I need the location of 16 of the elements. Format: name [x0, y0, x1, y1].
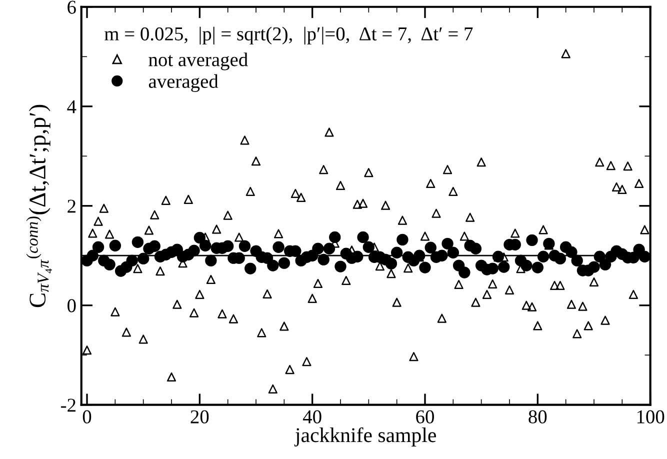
legend-label: averaged — [148, 74, 218, 92]
y-tick-label: 0 — [68, 299, 76, 312]
x-axis-title: jackknife sample — [294, 427, 436, 446]
x-tick-label: 20 — [190, 410, 209, 424]
y-tick-label: -2 — [61, 398, 76, 412]
x-tick-label: 40 — [302, 410, 322, 424]
y-tick-label: 6 — [68, 0, 76, 14]
y-tick-label: 2 — [68, 200, 76, 213]
legend-label: not averaged — [148, 52, 248, 70]
x-tick-label: 60 — [416, 410, 434, 424]
x-tick-label: 0 — [82, 410, 92, 424]
y-axis-title: C$_{πV₄π}$$^{(conn)}$(Δt,Δt′;p,p′) — [26, 104, 52, 308]
annotation: m = 0.025, |p| = sqrt(2), |p′|=0, Δt = 7, Δt′ = 7 — [104, 26, 473, 44]
x-tick-label: 100 — [637, 410, 664, 424]
x-tick-label: 80 — [528, 410, 547, 424]
y-tick-label: 4 — [67, 100, 76, 114]
